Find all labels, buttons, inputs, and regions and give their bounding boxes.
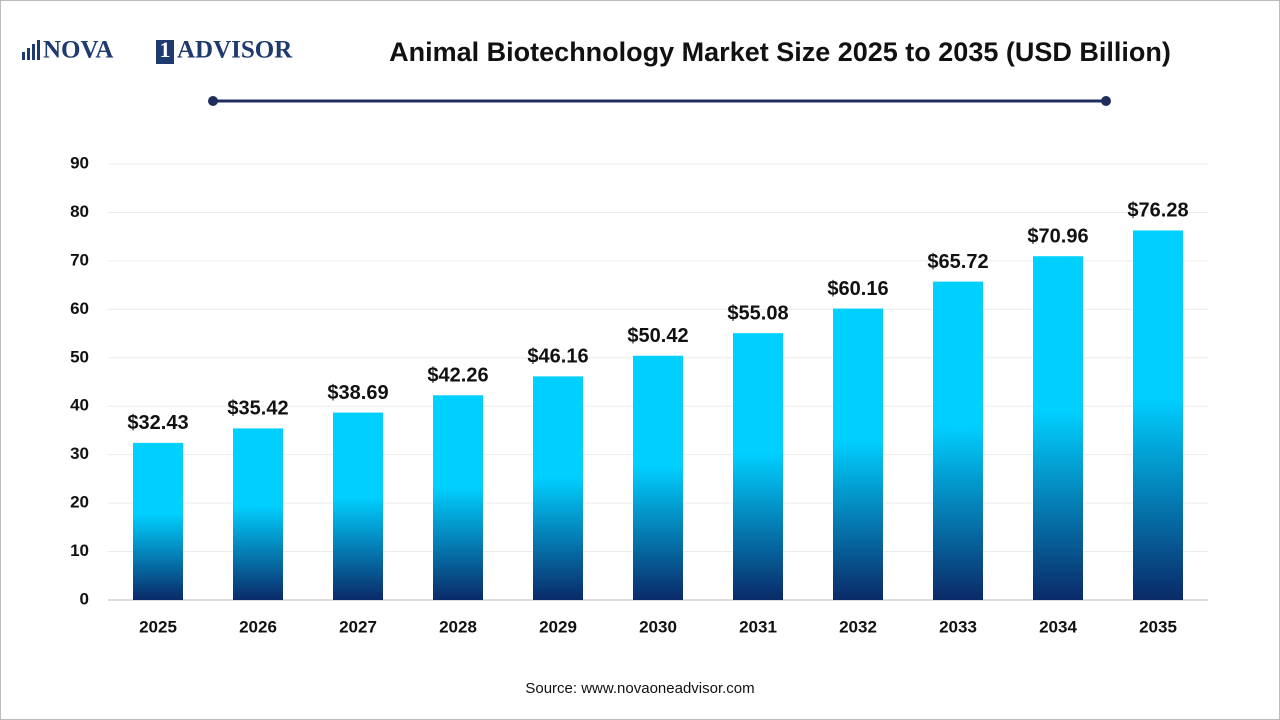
bar [1133,230,1183,601]
logo-box [156,40,174,64]
x-tick-label: 2025 [139,617,177,636]
y-tick-label: 80 [70,202,89,221]
value-label: $55.08 [727,302,788,324]
y-tick-label: 20 [70,493,89,512]
x-tick-label: 2032 [839,617,877,636]
y-tick-label: 90 [70,153,89,172]
x-tick-label: 2030 [639,617,677,636]
x-tick-label: 2034 [1039,617,1077,636]
title-rule [208,96,1111,106]
value-label: $46.16 [527,346,588,368]
logo-text: ADVISOR [177,37,293,64]
value-label: $76.28 [1127,200,1188,222]
value-label: $50.42 [627,325,688,347]
bar [933,281,983,600]
x-tick-label: 2027 [339,617,377,636]
value-label: $70.96 [1027,226,1088,248]
source-note: Source: www.novaoneadvisor.com [525,680,754,697]
bar [533,376,583,600]
value-label: $32.43 [127,412,188,434]
value-label: $65.72 [927,251,988,273]
value-label: $60.16 [827,278,888,300]
x-tick-label: 2026 [239,617,277,636]
x-tick-label: 2028 [439,617,477,636]
chart-title: Animal Biotechnology Market Size 2025 to… [389,37,1171,67]
value-label: $38.69 [327,382,388,404]
logo-text: NOVA [43,37,113,64]
x-tick-label: 2033 [939,617,977,636]
bar [333,412,383,600]
bar [133,442,183,600]
bar [633,355,683,600]
bar [233,428,283,600]
x-tick-label: 2035 [1139,617,1177,636]
x-tick-label: 2029 [539,617,577,636]
y-tick-label: 70 [70,250,89,269]
value-label: $42.26 [427,365,488,387]
bar [833,308,883,600]
y-tick-label: 30 [70,444,89,463]
y-tick-label: 50 [70,347,89,366]
bar [433,395,483,600]
logo-icon [22,40,40,60]
bar [1033,256,1083,600]
x-tick-label: 2031 [739,617,777,636]
value-label: $35.42 [227,398,288,420]
y-tick-label: 40 [70,396,89,415]
y-tick-label: 0 [80,589,89,608]
y-tick-label: 10 [70,541,89,560]
y-tick-label: 60 [70,299,89,318]
logo-text: 1 [160,37,171,62]
bar [733,333,783,600]
